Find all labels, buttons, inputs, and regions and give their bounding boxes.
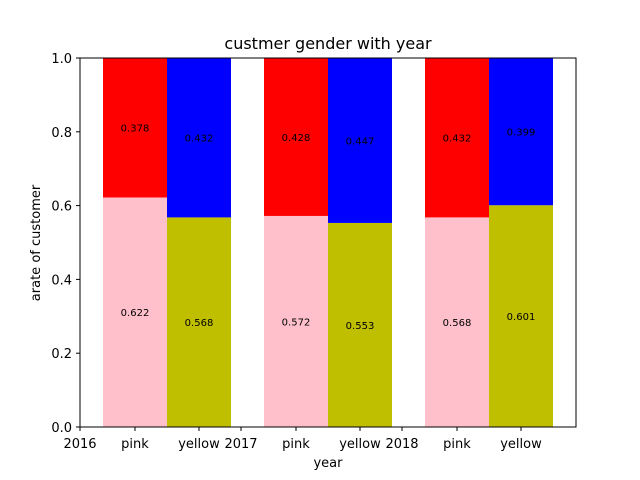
- bar-2017-yellow-bottom: [328, 222, 392, 427]
- bars-layer: [103, 58, 553, 427]
- bar-2018-pink-bottom: [425, 217, 489, 427]
- bar-2016-yellow-bottom: [167, 217, 231, 427]
- bar-2016-pink-bottom: [103, 197, 167, 427]
- x-tick-label: pink: [443, 437, 471, 452]
- y-tick-label: 0.6: [51, 200, 72, 215]
- data-label-2016-yellow-bottom: 0.568: [185, 318, 214, 329]
- data-labels-layer: 0.622 0.378 0.568 0.432 0.572 0.428 0.553 0.447…: [121, 124, 536, 332]
- bar-2018-yellow-bottom: [489, 205, 553, 427]
- data-label-2018-yellow-bottom: 0.601: [507, 312, 536, 323]
- y-axis-label: arate of customer: [29, 184, 44, 301]
- bar-2017-pink-bottom: [264, 215, 328, 427]
- data-label-2016-yellow-top: 0.432: [185, 134, 214, 145]
- y-tick-label: 0.4: [51, 273, 72, 288]
- data-label-2016-pink-top: 0.378: [121, 124, 150, 135]
- data-label-2017-yellow-bottom: 0.553: [346, 321, 375, 332]
- y-tick-label: 1.0: [51, 52, 72, 67]
- y-tick-label: 0.8: [51, 126, 72, 141]
- data-label-2018-pink-top: 0.432: [443, 134, 472, 145]
- x-tick-label: 2016: [63, 437, 96, 452]
- data-label-2018-yellow-top: 0.399: [507, 128, 536, 139]
- x-tick-label: 2017: [224, 437, 257, 452]
- axes-layer: 0.0 0.2 0.4 0.6 0.8 1.0 2016 pink yellow 2017 pink…: [51, 52, 577, 452]
- data-label-2018-pink-bottom: 0.568: [443, 318, 472, 329]
- bar-2018-yellow-top: [489, 58, 553, 206]
- y-tick-label: 0.0: [51, 421, 72, 436]
- data-label-2017-pink-bottom: 0.572: [282, 317, 311, 328]
- data-label-2016-pink-bottom: 0.622: [121, 308, 150, 319]
- data-label-2017-pink-top: 0.428: [282, 133, 311, 144]
- y-tick-label: 0.2: [51, 347, 72, 362]
- x-tick-label: 2018: [385, 437, 418, 452]
- x-tick-label: pink: [282, 437, 310, 452]
- x-tick-label: yellow: [339, 437, 381, 452]
- bar-2016-pink-top: [103, 58, 167, 198]
- data-label-2017-yellow-top: 0.447: [346, 136, 375, 147]
- x-axis-label: year: [313, 456, 343, 471]
- x-tick-label: pink: [121, 437, 149, 452]
- x-tick-label: yellow: [178, 437, 220, 452]
- bar-2018-pink-top: [425, 58, 489, 218]
- plot-frame: [79, 57, 577, 428]
- bar-2017-pink-top: [264, 58, 328, 216]
- bar-2016-yellow-top: [167, 58, 231, 218]
- x-tick-label: yellow: [500, 437, 542, 452]
- chart-title: custmer gender with year: [224, 34, 432, 53]
- bar-2017-yellow-top: [328, 58, 392, 223]
